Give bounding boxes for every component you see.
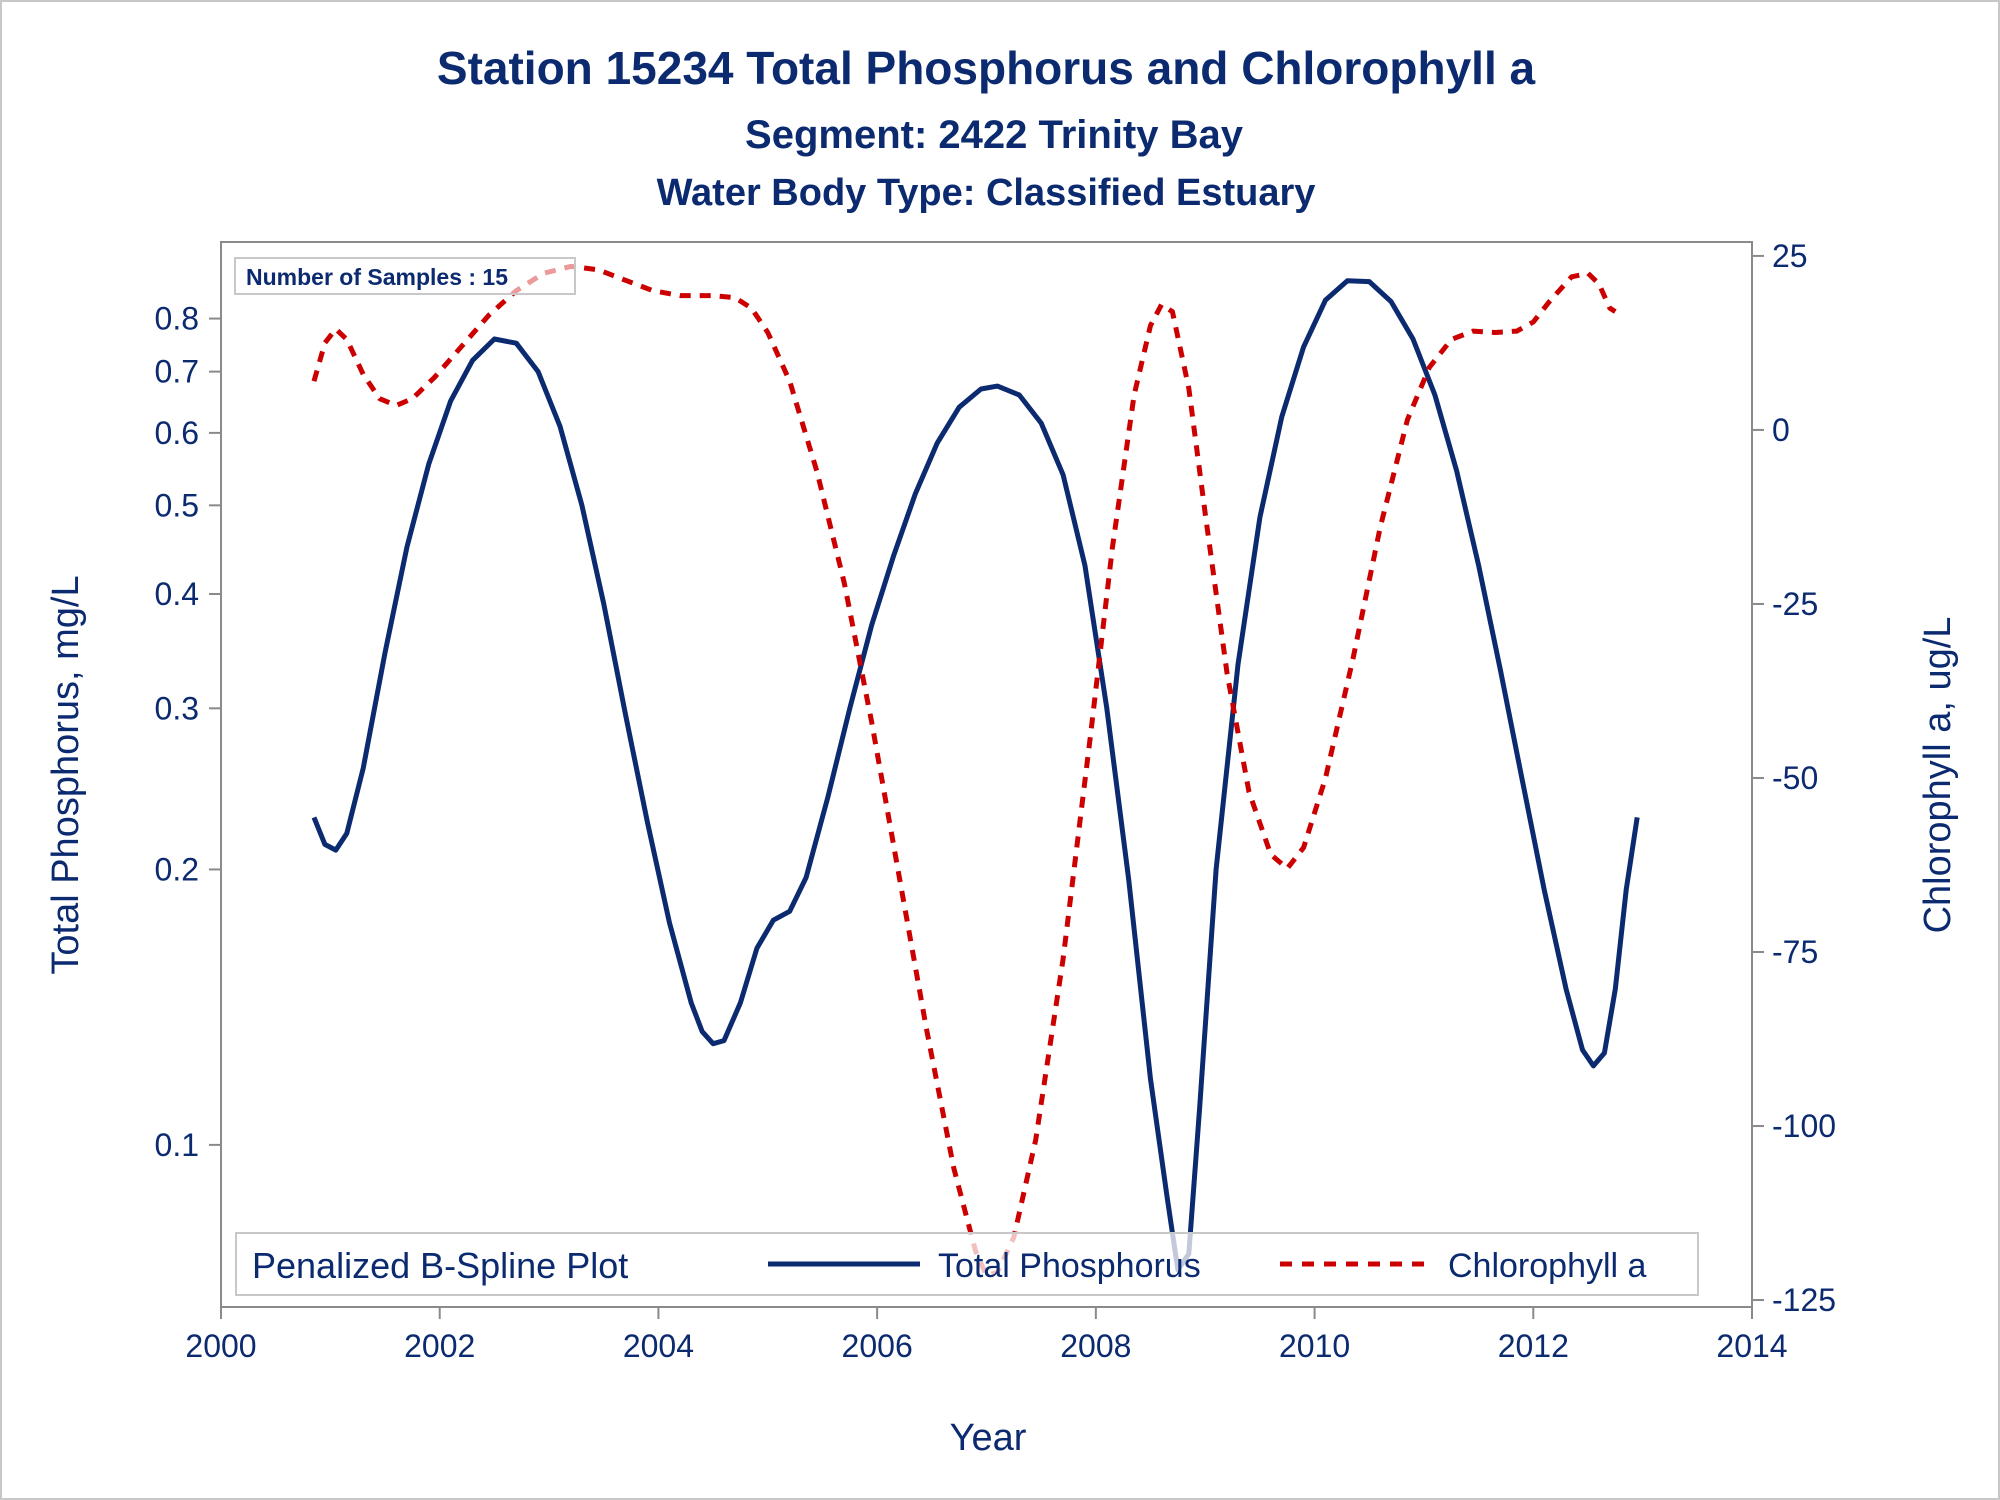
x-tick-label: 2012 bbox=[1498, 1328, 1569, 1364]
legend-box bbox=[235, 1232, 1699, 1296]
y-right-axis-label: Chlorophyll a, ug/L bbox=[1917, 617, 1959, 934]
y-right-tick-label: -75 bbox=[1772, 934, 1818, 970]
y-left-tick-label: 0.7 bbox=[155, 354, 199, 390]
x-axis-label: Year bbox=[950, 1417, 1027, 1459]
y-right-tick-label: -125 bbox=[1772, 1282, 1836, 1318]
legend-label-chlorophyll: Chlorophyll a bbox=[1448, 1247, 1647, 1285]
y-right-tick-label: -100 bbox=[1772, 1108, 1836, 1144]
y-right-tick-label: 0 bbox=[1772, 412, 1790, 448]
legend-title: Penalized B-Spline Plot bbox=[252, 1245, 628, 1286]
y-left-tick-label: 0.4 bbox=[155, 576, 199, 612]
plot-frame bbox=[220, 241, 1753, 1308]
y-left-tick-label: 0.6 bbox=[155, 415, 199, 451]
y-right-tick-label: -50 bbox=[1772, 760, 1818, 796]
x-tick-label: 2008 bbox=[1060, 1328, 1131, 1364]
x-tick-label: 2004 bbox=[623, 1328, 694, 1364]
y-left-axis-label: Total Phosphorus, mg/L bbox=[45, 575, 87, 974]
x-tick-label: 2006 bbox=[842, 1328, 913, 1364]
x-tick-label: 2002 bbox=[404, 1328, 475, 1364]
y-right-axis: -125 -100 -75 -50 -25 0 25 bbox=[1752, 238, 1836, 1318]
y-left-axis: 0.1 0.2 0.3 0.4 0.5 0.6 0.7 0.8 bbox=[155, 301, 221, 1163]
x-tick-label: 2000 bbox=[185, 1328, 256, 1364]
y-left-tick-label: 0.3 bbox=[155, 690, 199, 726]
chart-title: Station 15234 Total Phosphorus and Chlor… bbox=[437, 42, 1536, 94]
inset-sample-count: Number of Samples : 15 bbox=[246, 264, 508, 290]
y-right-tick-label: 25 bbox=[1772, 238, 1808, 274]
chart-subtitle-waterbody: Water Body Type: Classified Estuary bbox=[657, 172, 1316, 214]
x-tick-label: 2014 bbox=[1716, 1328, 1787, 1364]
x-tick-label: 2010 bbox=[1279, 1328, 1350, 1364]
inset-box bbox=[234, 257, 576, 295]
y-right-tick-label: -25 bbox=[1772, 586, 1818, 622]
series-line-phosphorus bbox=[311, 278, 1640, 1273]
y-left-tick-label: 0.5 bbox=[155, 487, 199, 523]
y-left-tick-label: 0.1 bbox=[155, 1127, 199, 1163]
x-axis: 2000 2002 2004 2006 2008 2010 2012 2014 bbox=[185, 1307, 1788, 1364]
chart-subtitle-segment: Segment: 2422 Trinity Bay bbox=[745, 113, 1244, 157]
y-left-tick-label: 0.8 bbox=[155, 301, 199, 337]
legend-label-phosphorus: Total Phosphorus bbox=[938, 1247, 1201, 1285]
y-left-tick-label: 0.2 bbox=[155, 851, 199, 887]
